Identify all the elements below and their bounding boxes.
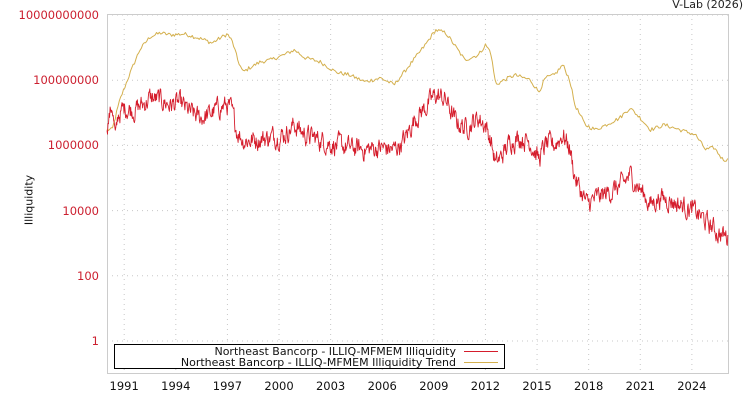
y-tick-label: 1 [91, 334, 99, 348]
series-trend-line [106, 29, 729, 162]
x-tick-label: 2000 [264, 379, 294, 393]
series-layer [106, 29, 729, 246]
x-tick-label: 2015 [522, 379, 552, 393]
legend-swatch-red-line [464, 351, 498, 352]
y-tick-label: 10000000000 [18, 8, 99, 22]
plot-frame [107, 14, 729, 374]
chart-legend: Northeast Bancorp - ILLIQ-MFMEM Illiquid… [114, 344, 505, 369]
x-tick-label: 2003 [315, 379, 346, 393]
x-tick-label: 2006 [367, 379, 397, 393]
series-illiquidity-line [106, 87, 729, 246]
legend-item-trend: Northeast Bancorp - ILLIQ-MFMEM Illiquid… [181, 357, 498, 368]
legend-swatch-yellow-line [464, 362, 498, 363]
y-tick-label: 100 [77, 268, 99, 283]
x-tick-label: 2021 [625, 379, 655, 393]
x-tick-label: 2024 [677, 379, 707, 393]
x-tick-label: 2012 [470, 379, 501, 393]
x-tick-label: 1994 [161, 379, 191, 393]
y-tick-label: 10000 [62, 203, 99, 218]
legend-label: Northeast Bancorp - ILLIQ-MFMEM Illiquid… [214, 345, 456, 358]
chart-credit: V-Lab (2026) [672, 0, 743, 11]
grid-lines [107, 14, 728, 373]
legend-label: Northeast Bancorp - ILLIQ-MFMEM Illiquid… [180, 356, 456, 369]
y-tick-label: 100000000 [33, 73, 99, 88]
x-tick-label: 2018 [574, 379, 604, 393]
x-tick-label: 2009 [419, 379, 449, 393]
x-tick-label: 1997 [212, 379, 243, 393]
y-tick-label: 1000000 [47, 138, 99, 153]
legend-item-illiquidity: Northeast Bancorp - ILLIQ-MFMEM Illiquid… [214, 346, 498, 357]
x-tick-label: 1991 [109, 379, 139, 393]
